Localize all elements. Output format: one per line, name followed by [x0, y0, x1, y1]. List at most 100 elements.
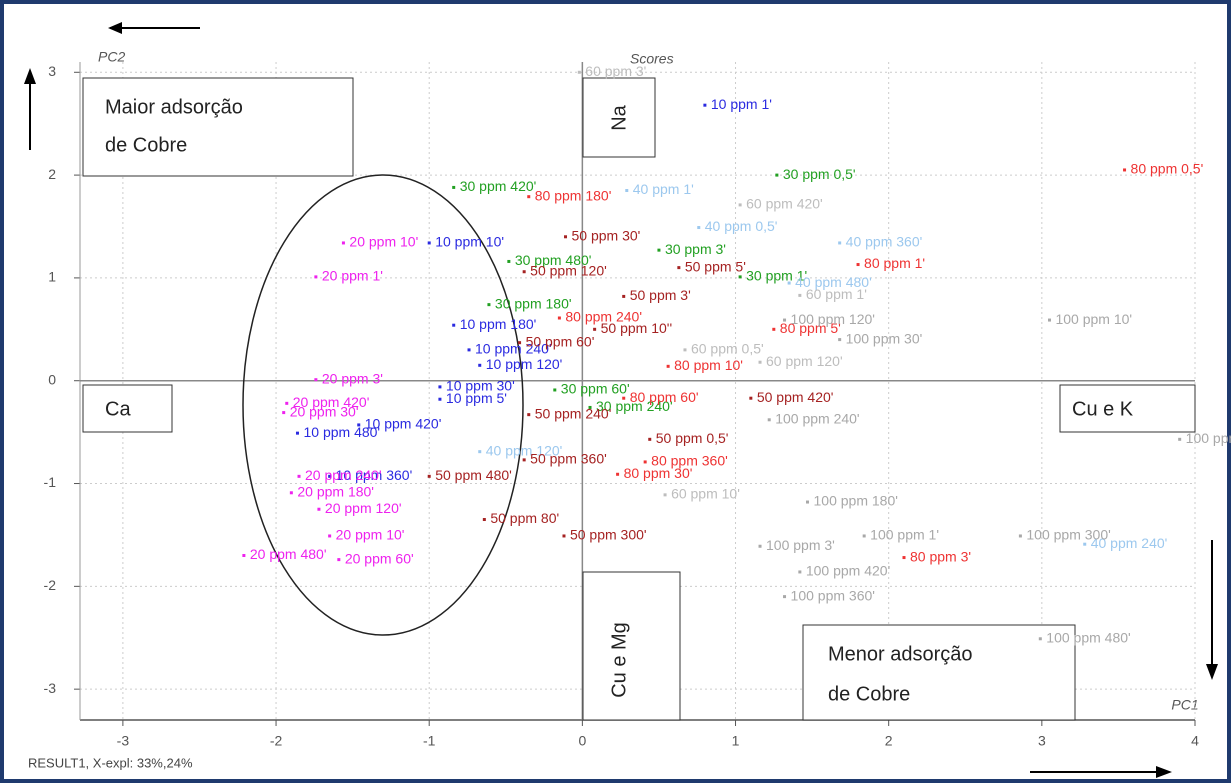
point — [282, 411, 286, 415]
point — [683, 348, 687, 352]
point — [527, 195, 531, 199]
point-label: 20 ppm 10' — [336, 527, 405, 543]
point-label: 20 ppm 240' — [305, 467, 382, 483]
point-label: 100 ppm 10' — [1055, 311, 1132, 327]
point-label: 40 ppm 0,5' — [705, 218, 778, 234]
point — [314, 378, 318, 382]
point-label: 50 ppm 10'' — [601, 320, 673, 336]
point — [427, 241, 431, 245]
point — [438, 385, 442, 389]
point-label: 30 ppm 420' — [460, 178, 537, 194]
annotation: Maior adsorção — [105, 96, 243, 118]
point — [317, 507, 321, 511]
point — [643, 460, 647, 464]
point — [452, 323, 456, 327]
point — [337, 558, 341, 562]
y-axis-label: PC2 — [98, 49, 125, 65]
x-tick-label: 0 — [578, 733, 586, 749]
point-label: 80 ppm 0,5' — [1131, 161, 1204, 177]
point-label: 10 ppm 120' — [486, 356, 563, 372]
point-label: 50 ppm 480' — [435, 467, 512, 483]
point — [522, 270, 526, 274]
point — [557, 316, 561, 320]
point-label: 10 ppm 480' — [303, 424, 380, 440]
point-label: 50 ppm 120' — [530, 262, 607, 278]
annotation-box — [582, 571, 681, 721]
x-tick-label: 2 — [885, 733, 893, 749]
point-label: 80 ppm 5' — [780, 320, 841, 336]
point — [738, 275, 742, 279]
point — [622, 396, 626, 400]
point — [677, 266, 681, 270]
point-label: 60 ppm 3' — [585, 63, 646, 79]
point — [1038, 637, 1042, 641]
y-tick-label: 1 — [48, 269, 56, 285]
point-label: 40 ppm 120' — [486, 442, 563, 458]
x-tick-label: -1 — [423, 733, 436, 749]
y-tick-label: 0 — [48, 371, 56, 387]
point-label: 40 ppm 240' — [1091, 535, 1168, 551]
annotation: Cu e K — [1072, 398, 1134, 420]
point-label: 50 ppm 240' — [535, 405, 612, 421]
point — [648, 437, 652, 441]
annotation: de Cobre — [828, 683, 910, 705]
point-label: 100 ppm 30' — [846, 330, 923, 346]
point — [562, 534, 566, 538]
point-label: 50 ppm 300' — [570, 527, 647, 543]
annotation: Cu e Mg — [608, 622, 630, 698]
point — [838, 338, 842, 342]
point-label: 30 ppm 180' — [495, 295, 572, 311]
point-label: 10 ppm 240' — [475, 341, 552, 357]
point — [487, 303, 491, 307]
point-label: 50 ppm 80' — [490, 510, 559, 526]
point — [527, 413, 531, 417]
point — [577, 70, 581, 74]
point — [616, 472, 620, 476]
point — [767, 418, 771, 422]
point-label: 80 ppm 60' — [630, 389, 699, 405]
point-label: 50 ppm 0,5' — [656, 430, 729, 446]
point-label: 10 ppm 10' — [435, 234, 504, 250]
point — [285, 401, 289, 405]
point — [564, 235, 568, 239]
point-label: 20 ppm 180' — [297, 483, 374, 499]
point — [749, 396, 753, 400]
point-label: 30 ppm 1' — [746, 268, 807, 284]
point-label: 60 ppm 10' — [671, 486, 740, 502]
x-tick-label: -3 — [117, 733, 130, 749]
point-label: 80 ppm 240' — [565, 309, 642, 325]
point-label: 50 ppm 360' — [530, 451, 607, 467]
point — [862, 534, 866, 538]
x-tick-label: 4 — [1191, 733, 1199, 749]
point-label: 10 ppm 1' — [711, 96, 772, 112]
annotation: de Cobre — [105, 134, 187, 156]
point — [783, 318, 787, 322]
point-label: 50 ppm 60' — [526, 333, 595, 349]
point — [758, 544, 762, 548]
point-label: 100 ppm 480' — [1046, 629, 1130, 645]
point-label: 20 ppm 60' — [345, 550, 414, 566]
point-label: 50 ppm 5' — [685, 258, 746, 274]
point-label: 20 ppm 10' — [349, 234, 418, 250]
point-label: 100 ppm 180' — [814, 493, 898, 509]
point-label: 10 ppm 360' — [336, 467, 413, 483]
annotation-box — [1059, 384, 1196, 433]
point — [657, 248, 661, 252]
point — [838, 241, 842, 245]
point-label: 100 ppm 360' — [791, 587, 875, 603]
point — [289, 491, 293, 495]
point — [1047, 318, 1051, 322]
point-label: 10 ppm 5' — [446, 390, 507, 406]
point — [482, 518, 486, 522]
point-label: 50 ppm 420' — [757, 389, 834, 405]
point — [478, 450, 482, 454]
point-label: 100 ppm 300' — [1026, 527, 1110, 543]
point-label: 10 ppm 420' — [365, 416, 442, 432]
point-label: 40 ppm 480' — [795, 274, 872, 290]
point — [1083, 542, 1087, 546]
annotation-box — [582, 77, 656, 158]
y-tick-label: -3 — [44, 680, 57, 696]
point-label: 80 ppm 360' — [651, 453, 728, 469]
point-label: 30 ppm 480' — [515, 252, 592, 268]
